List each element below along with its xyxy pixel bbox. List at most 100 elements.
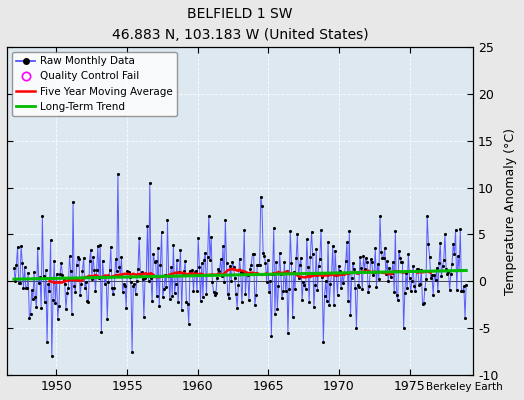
Point — [384, 278, 392, 284]
Point — [269, 225, 278, 231]
Point — [184, 320, 193, 327]
Point — [411, 288, 420, 294]
Point — [89, 254, 97, 260]
Point — [53, 315, 62, 322]
Point — [174, 299, 182, 306]
Point — [132, 291, 140, 297]
Point — [18, 260, 27, 266]
Point — [300, 282, 309, 288]
Point — [105, 267, 114, 274]
Point — [233, 304, 242, 311]
Point — [440, 257, 448, 263]
Point — [167, 264, 175, 270]
Point — [345, 228, 354, 234]
Point — [45, 288, 53, 294]
Point — [165, 272, 173, 279]
Point — [138, 276, 147, 282]
Point — [101, 281, 109, 287]
Point — [178, 307, 186, 313]
Point — [410, 283, 419, 289]
Point — [212, 290, 220, 296]
Point — [407, 288, 415, 295]
Point — [217, 273, 226, 279]
Point — [118, 289, 127, 295]
Point — [149, 250, 158, 257]
Point — [188, 266, 196, 273]
Point — [190, 269, 199, 275]
Point — [187, 268, 195, 275]
Point — [117, 254, 126, 261]
Point — [254, 262, 263, 269]
Point — [76, 292, 84, 298]
Point — [26, 311, 35, 317]
Point — [230, 263, 238, 270]
Point — [395, 248, 403, 254]
Point — [73, 254, 82, 260]
Point — [323, 298, 331, 304]
Point — [173, 257, 181, 263]
Point — [189, 288, 198, 294]
Point — [306, 253, 314, 260]
Point — [35, 280, 43, 286]
Point — [257, 193, 265, 200]
Point — [192, 268, 200, 274]
Point — [119, 281, 128, 287]
Point — [417, 266, 425, 273]
Point — [194, 235, 202, 241]
Point — [104, 279, 113, 285]
Point — [252, 292, 260, 299]
Point — [312, 246, 321, 252]
Point — [389, 259, 397, 266]
Point — [175, 269, 183, 275]
Point — [276, 250, 284, 256]
Point — [216, 256, 225, 262]
Point — [348, 260, 357, 266]
Point — [28, 287, 36, 293]
Point — [213, 275, 221, 281]
Point — [259, 249, 267, 256]
Point — [106, 244, 115, 250]
Point — [427, 274, 435, 281]
Point — [385, 265, 394, 271]
Text: Berkeley Earth: Berkeley Earth — [427, 382, 503, 392]
Point — [285, 286, 293, 292]
Point — [401, 290, 409, 296]
Point — [437, 273, 445, 280]
Point — [258, 203, 266, 210]
Point — [52, 271, 61, 277]
Point — [334, 262, 343, 269]
Point — [362, 255, 370, 261]
Point — [96, 242, 104, 248]
Point — [206, 256, 214, 263]
Point — [375, 276, 383, 282]
Point — [42, 267, 50, 274]
Point — [462, 282, 471, 288]
Point — [235, 255, 244, 262]
Point — [115, 264, 123, 270]
Point — [224, 291, 232, 297]
Point — [32, 304, 41, 311]
Point — [70, 283, 79, 289]
Point — [200, 257, 208, 264]
Point — [261, 259, 270, 266]
Point — [228, 258, 237, 265]
Point — [58, 271, 67, 278]
Point — [215, 268, 224, 274]
Point — [391, 228, 400, 235]
Point — [402, 270, 410, 276]
Point — [202, 290, 211, 297]
Point — [333, 292, 342, 299]
Point — [92, 267, 101, 274]
Point — [376, 212, 384, 219]
Point — [265, 289, 273, 295]
Point — [288, 314, 297, 321]
Point — [377, 249, 385, 255]
Point — [430, 271, 439, 278]
Point — [341, 270, 349, 276]
Point — [328, 269, 336, 276]
Point — [458, 288, 467, 294]
Point — [88, 276, 96, 282]
Point — [392, 292, 401, 298]
Point — [355, 284, 363, 290]
Point — [436, 239, 444, 246]
